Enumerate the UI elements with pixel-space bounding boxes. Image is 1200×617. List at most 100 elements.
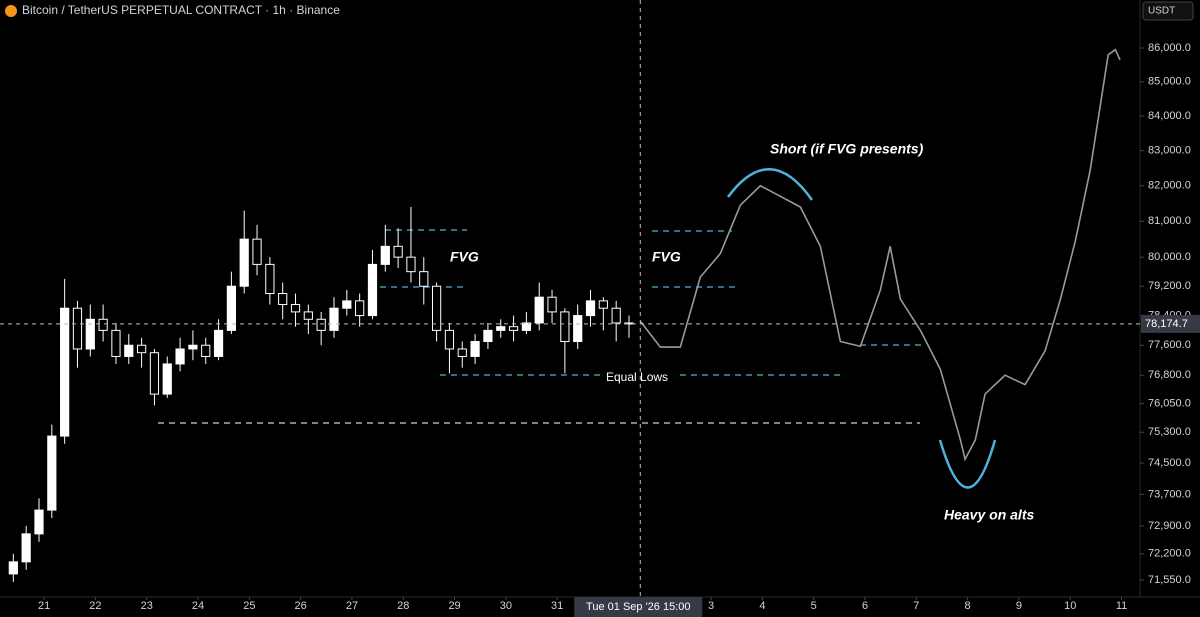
y-tick-label: 74,500.0 bbox=[1148, 457, 1191, 469]
currency-label: USDT bbox=[1148, 6, 1175, 17]
candle-body bbox=[406, 256, 416, 273]
x-tick-label: 25 bbox=[243, 600, 255, 612]
currency-button[interactable] bbox=[1142, 1, 1194, 21]
candle-body bbox=[136, 344, 147, 354]
candle-body bbox=[547, 296, 557, 313]
y-tick-label: 79,200.0 bbox=[1148, 280, 1191, 292]
x-tick-label: 10 bbox=[1064, 600, 1076, 612]
candle-body bbox=[162, 363, 172, 395]
x-tick-label: 9 bbox=[1016, 600, 1022, 612]
annotation: FVG bbox=[652, 249, 681, 265]
projection-line bbox=[639, 48, 1121, 462]
candle-body bbox=[201, 344, 211, 357]
y-tick-label: 76,050.0 bbox=[1148, 397, 1191, 409]
x-tick-label: 27 bbox=[346, 600, 358, 612]
candle-body bbox=[573, 315, 583, 343]
candle-body bbox=[598, 300, 608, 309]
candle-body bbox=[34, 509, 44, 535]
candle-body bbox=[560, 311, 570, 343]
y-tick-label: 85,000.0 bbox=[1148, 76, 1191, 88]
y-tick-label: 84,000.0 bbox=[1148, 110, 1191, 122]
x-tick-label: 5 bbox=[811, 600, 817, 612]
candle-body bbox=[303, 311, 313, 320]
candle-body bbox=[316, 318, 326, 331]
chart-title: Bitcoin / TetherUS PERPETUAL CONTRACT · … bbox=[22, 3, 340, 17]
candle-body bbox=[521, 322, 531, 331]
x-tick-label: 22 bbox=[89, 600, 101, 612]
candle-body bbox=[534, 296, 544, 324]
candle-body bbox=[457, 348, 467, 357]
y-tick-label: 72,200.0 bbox=[1148, 548, 1191, 560]
coin-icon bbox=[5, 5, 17, 17]
x-tick-label: 8 bbox=[965, 600, 971, 612]
crosshair-y-box bbox=[1141, 314, 1200, 333]
x-tick-label: 21 bbox=[38, 600, 50, 612]
x-tick-label: 7 bbox=[913, 600, 919, 612]
candle-body bbox=[611, 307, 621, 324]
x-tick-label: 29 bbox=[448, 600, 460, 612]
y-tick-label: 86,000.0 bbox=[1148, 42, 1191, 54]
candle-body bbox=[252, 238, 262, 265]
candle-body bbox=[21, 533, 31, 563]
x-tick-label: 11 bbox=[1116, 600, 1127, 612]
x-tick-label: 6 bbox=[862, 600, 868, 612]
x-tick-label: 31 bbox=[551, 600, 563, 612]
crosshair-x-label: Tue 01 Sep '26 15:00 bbox=[586, 601, 690, 613]
y-tick-label: 72,900.0 bbox=[1148, 520, 1191, 532]
candle-body bbox=[60, 307, 70, 437]
candle-body bbox=[239, 238, 249, 287]
candle-body bbox=[508, 326, 519, 331]
x-tick-label: 26 bbox=[295, 600, 307, 612]
y-tick-label: 75,300.0 bbox=[1148, 426, 1191, 438]
x-tick-label: 3 bbox=[708, 600, 714, 612]
candle-body bbox=[419, 271, 429, 287]
candle-body bbox=[367, 263, 378, 317]
candle-body bbox=[496, 326, 506, 331]
annotation: Heavy on alts bbox=[944, 507, 1034, 523]
y-tick-label: 82,000.0 bbox=[1148, 180, 1191, 192]
y-tick-label: 80,000.0 bbox=[1148, 251, 1191, 263]
annotation: Equal Lows bbox=[606, 370, 668, 384]
candle-body bbox=[213, 329, 224, 357]
candle-body bbox=[355, 300, 365, 317]
x-tick-label: 24 bbox=[192, 600, 204, 612]
candle-body bbox=[188, 344, 198, 350]
arc bbox=[726, 168, 814, 201]
candle-body bbox=[483, 329, 493, 343]
candle-body bbox=[432, 285, 442, 331]
candle-body bbox=[342, 300, 352, 309]
candle-body bbox=[8, 561, 18, 575]
arc bbox=[938, 439, 997, 489]
candle-body bbox=[72, 307, 83, 350]
y-tick-label: 83,000.0 bbox=[1148, 145, 1191, 157]
candle-body bbox=[47, 435, 57, 511]
candle-body bbox=[111, 329, 121, 357]
crosshair-y-label: 78,174.7 bbox=[1145, 318, 1188, 330]
candle-body bbox=[585, 300, 596, 317]
candle-body bbox=[149, 352, 160, 395]
candle-body bbox=[98, 318, 108, 331]
x-tick-label: 28 bbox=[397, 600, 409, 612]
annotation: FVG bbox=[450, 249, 479, 265]
candle-body bbox=[265, 263, 275, 295]
candle-body bbox=[175, 348, 185, 365]
annotation: Short (if FVG presents) bbox=[770, 141, 924, 157]
candle-body bbox=[444, 329, 455, 350]
candle-body bbox=[290, 304, 301, 313]
x-tick-label: 23 bbox=[141, 600, 153, 612]
candle-body bbox=[393, 245, 403, 258]
crosshair-x-box bbox=[574, 597, 703, 617]
candle-body bbox=[85, 318, 95, 350]
y-tick-label: 76,800.0 bbox=[1148, 369, 1191, 381]
y-tick-label: 77,600.0 bbox=[1148, 339, 1191, 351]
annotation-shapes bbox=[158, 168, 997, 489]
candle-body bbox=[470, 341, 480, 357]
candle-body bbox=[278, 293, 288, 306]
y-tick-label: 73,700.0 bbox=[1148, 488, 1191, 500]
candle-body bbox=[329, 307, 339, 331]
x-tick-label: 4 bbox=[759, 600, 765, 612]
candle-body bbox=[124, 344, 134, 357]
x-tick-label: 30 bbox=[500, 600, 512, 612]
y-tick-label: 71,550.0 bbox=[1148, 574, 1191, 586]
